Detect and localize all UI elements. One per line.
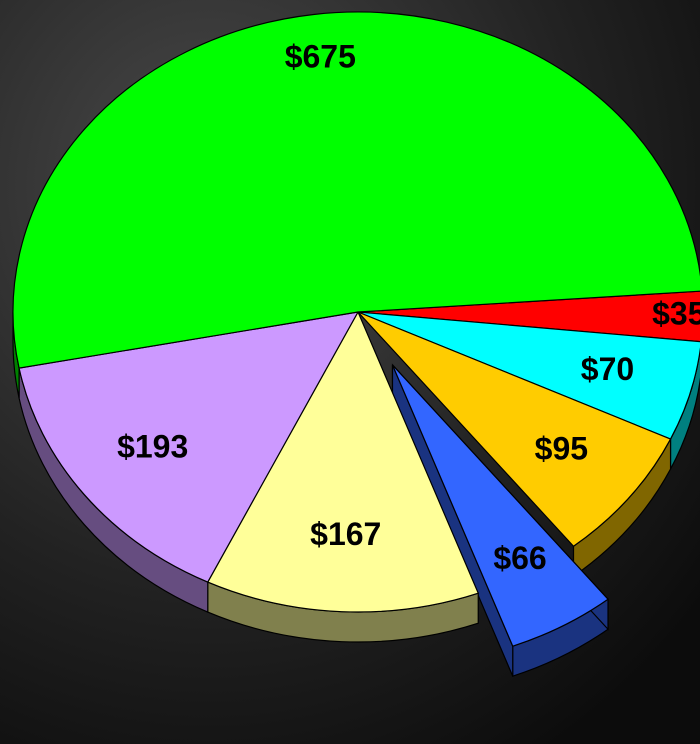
data-label: $35 [652,296,700,332]
pie-slice [206,310,480,613]
pie-slice [357,311,672,548]
data-labels: $35 $70 $95 $66 $167 $193 $675 [117,39,700,577]
data-label: $193 [117,428,188,464]
pie-slice [357,290,700,343]
data-label: $95 [535,431,588,467]
data-label: $675 [285,39,356,75]
pie-slice [12,11,700,369]
pie-slice [391,364,609,647]
pie-tops [12,11,700,647]
data-label: $66 [493,540,546,576]
pie-slice [18,311,360,583]
data-label: $70 [581,351,634,387]
data-label: $167 [310,516,381,552]
